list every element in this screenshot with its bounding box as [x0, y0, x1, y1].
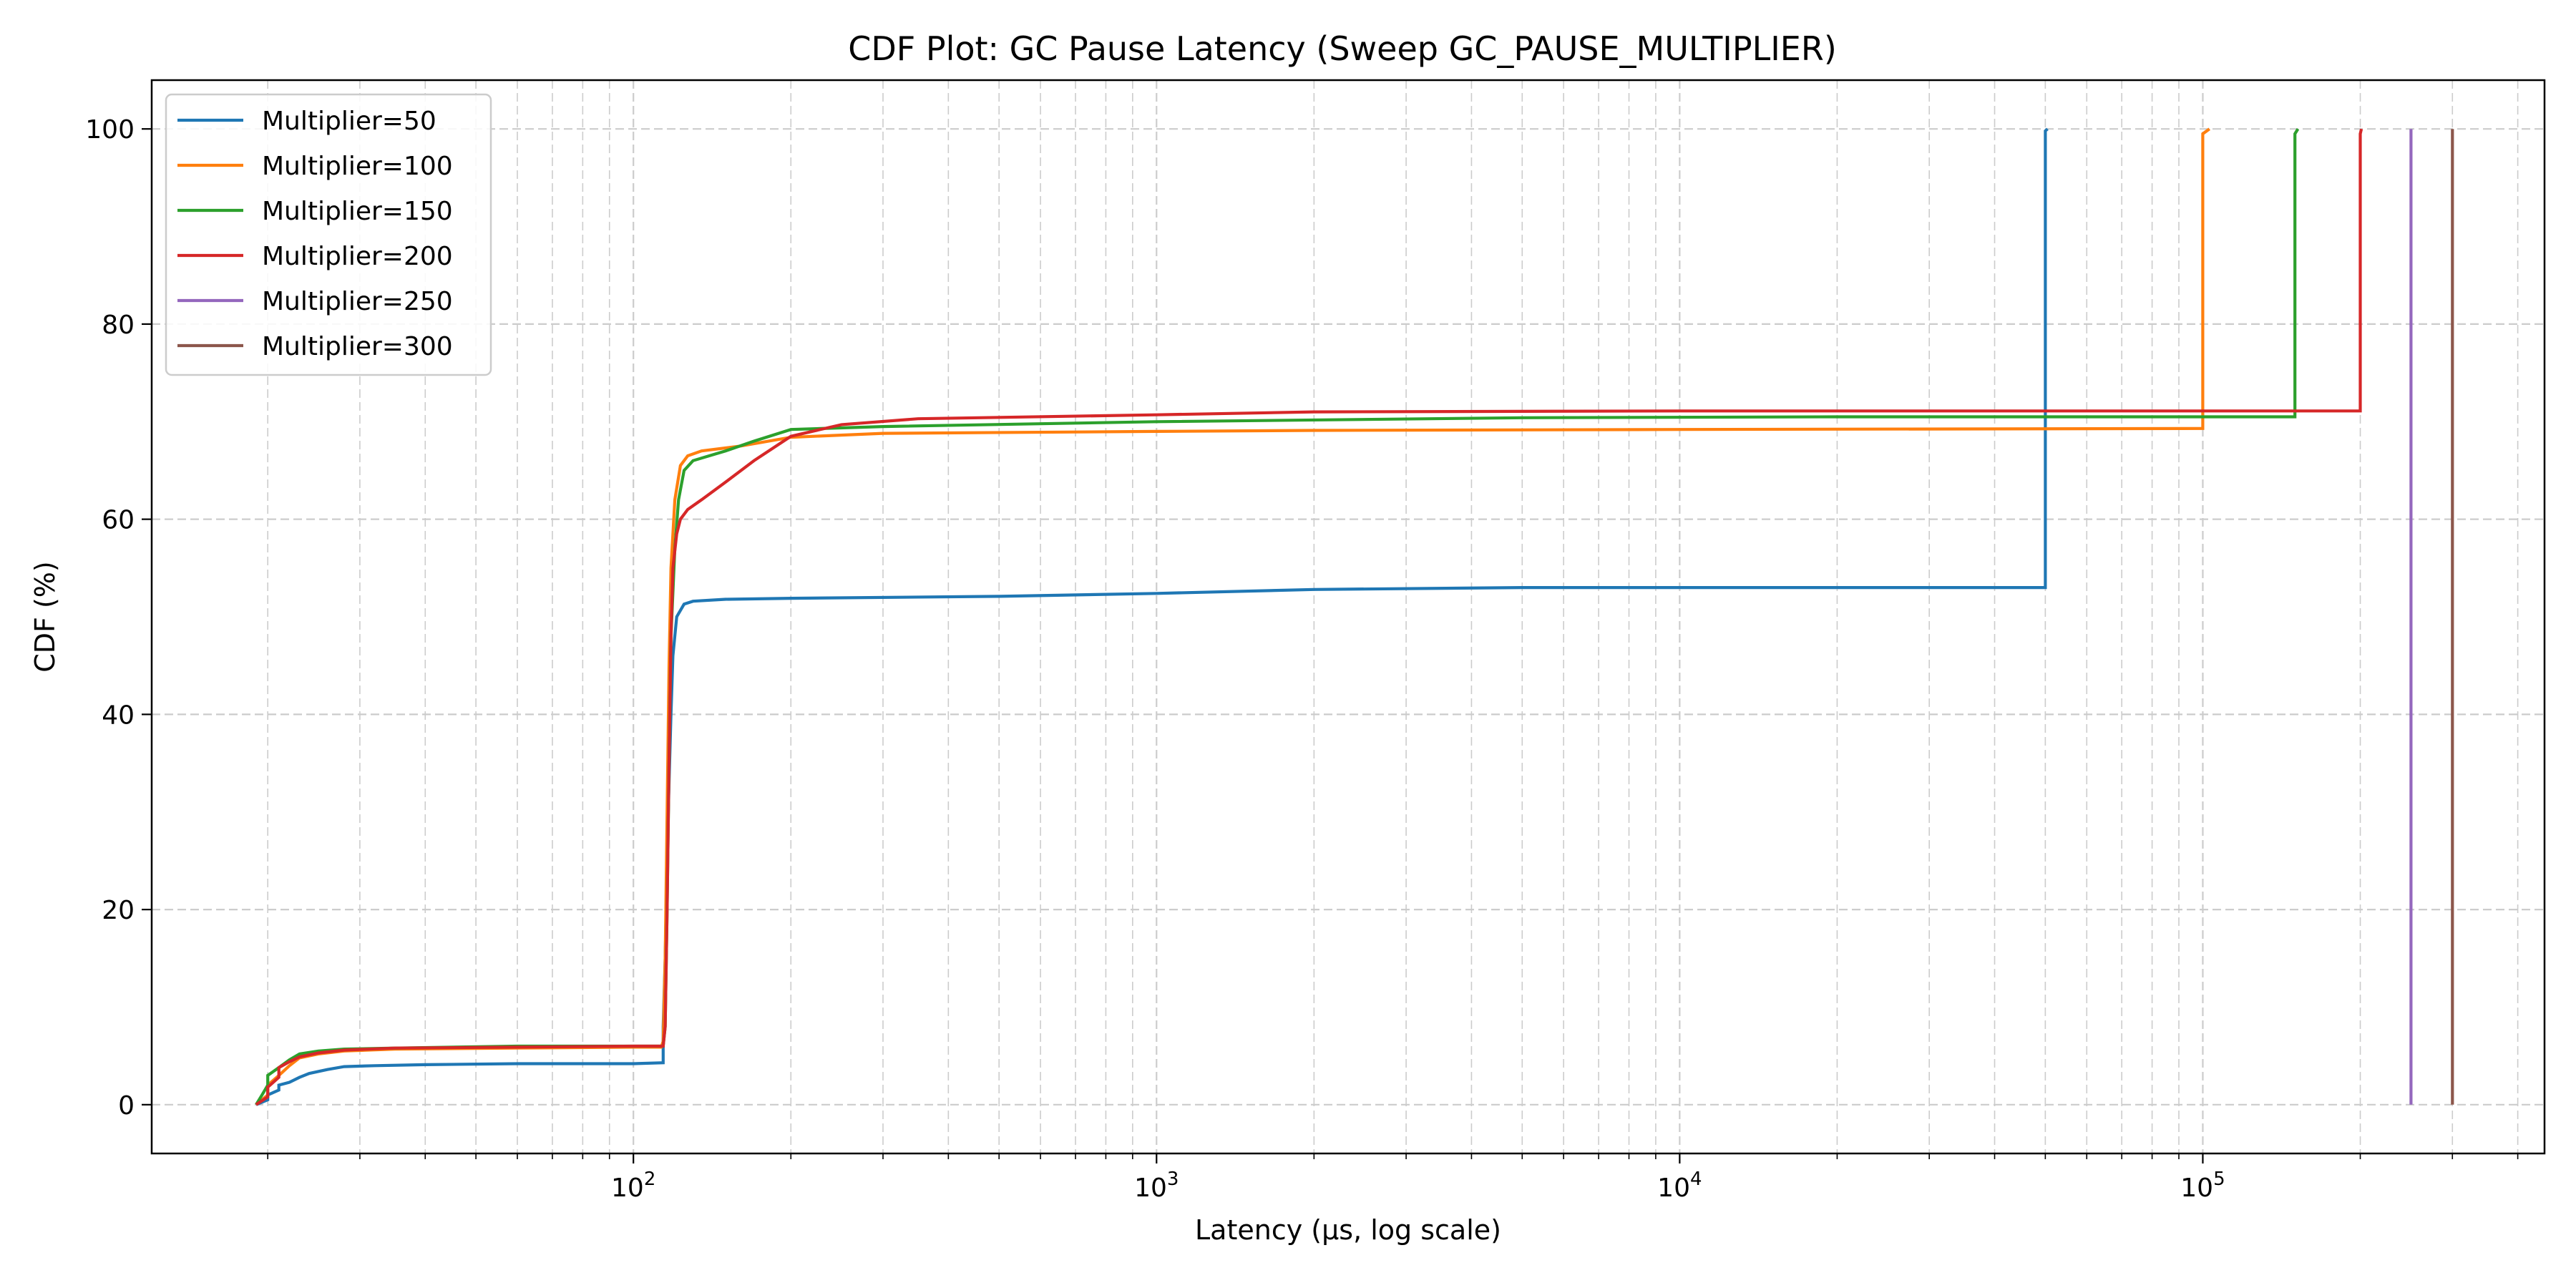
x-tick-label: 104	[1657, 1169, 1702, 1203]
series-line-4	[255, 128, 2363, 1106]
x-tick-label: 103	[1134, 1169, 1179, 1203]
x-tick-base: 10	[1134, 1174, 1167, 1203]
legend-label: Multiplier=50	[262, 107, 436, 136]
series-lines	[255, 127, 2454, 1106]
legend-label: Multiplier=200	[262, 242, 453, 271]
chart-title: CDF Plot: GC Pause Latency (Sweep GC_PAU…	[848, 29, 1837, 68]
legend-label: Multiplier=150	[262, 197, 453, 226]
y-axis-label: CDF (%)	[29, 561, 61, 673]
x-tick-exponent: 3	[1167, 1169, 1179, 1190]
y-tick-label: 20	[102, 896, 135, 925]
legend: Multiplier=50 Multiplier=100 Multiplier=15…	[165, 93, 492, 376]
x-tick-base: 10	[611, 1174, 644, 1203]
legend-label: Multiplier=250	[262, 287, 453, 316]
plot-frame	[150, 79, 2546, 1155]
x-axis-label: Latency (µs, log scale)	[1195, 1214, 1501, 1246]
grid-lines	[152, 80, 2545, 1153]
x-tick-label: 105	[2180, 1169, 2225, 1203]
y-tick-label: 100	[85, 115, 135, 145]
x-tick-exponent: 2	[644, 1169, 656, 1190]
y-tick-label: 40	[102, 701, 135, 730]
x-tick-exponent: 5	[2213, 1169, 2225, 1190]
legend-label: Multiplier=300	[262, 332, 453, 361]
x-tick-label: 102	[611, 1169, 655, 1203]
legend-label: Multiplier=100	[262, 152, 453, 181]
y-tick-label: 80	[102, 311, 135, 340]
x-tick-exponent: 4	[1690, 1169, 1702, 1190]
legend-box	[165, 93, 492, 376]
y-tick-label: 0	[118, 1091, 135, 1121]
x-tick-base: 10	[2180, 1174, 2213, 1203]
y-tick-label: 60	[102, 506, 135, 535]
x-tick-base: 10	[1657, 1174, 1690, 1203]
